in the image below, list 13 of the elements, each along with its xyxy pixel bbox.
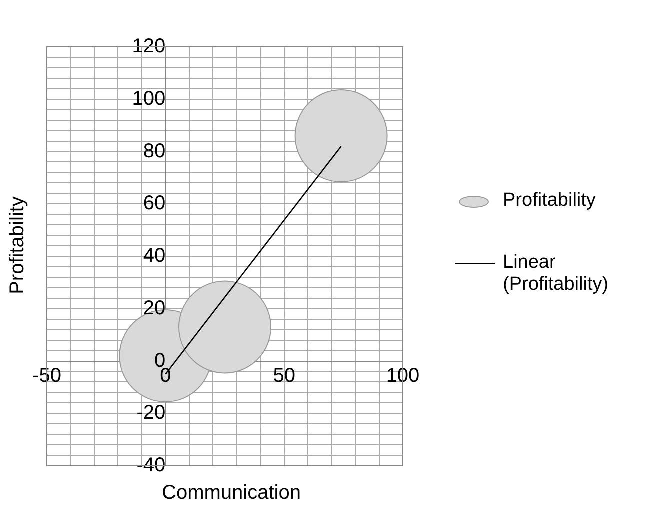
y-axis-title: Profitability [6,196,30,296]
x-tick-label: -50 [32,364,62,387]
legend-label: Profitability [503,190,596,212]
y-tick-label: 40 [143,245,166,268]
y-tick-label: -20 [136,402,166,424]
x-tick-label: 50 [273,364,296,387]
y-tick-label: 100 [132,88,166,110]
y-tick-label: 80 [143,140,166,162]
x-tick-label: 100 [386,364,420,387]
y-tick-label: 20 [143,297,166,320]
legend-label: Linear (Profitability) [503,252,610,296]
x-axis-title: Communication [161,482,302,505]
y-tick-label: 60 [143,192,166,215]
